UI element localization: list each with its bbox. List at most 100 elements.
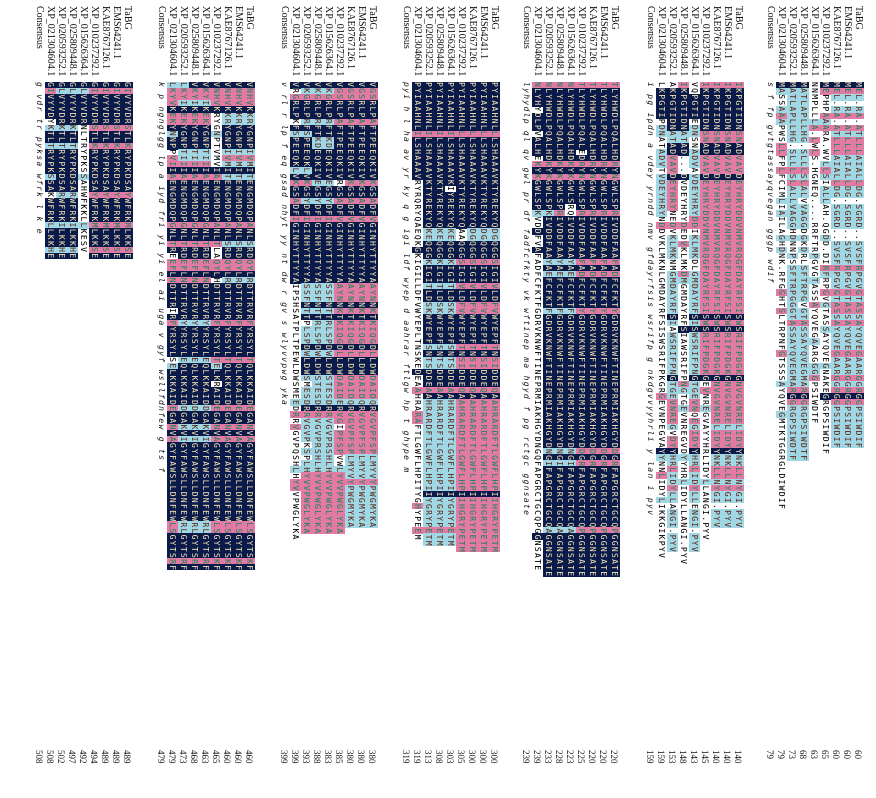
residue-cell xyxy=(842,380,853,388)
residue-cell xyxy=(787,374,798,382)
sequence-name: XP_010237292.1 xyxy=(820,6,831,76)
residue-cell xyxy=(853,313,864,321)
sequence-name: XP_020593252.1 xyxy=(178,6,189,76)
residue-cell xyxy=(820,88,831,95)
residue-cell xyxy=(853,344,864,351)
residue-cell xyxy=(798,124,809,132)
sequence-residues: NLYHWDLPQALHDKYKGWLSPRIVDDFAAYAEFCFKTFGD… xyxy=(555,82,564,577)
sequence-name: KAE8767126.1 xyxy=(100,6,111,69)
residue-cell xyxy=(787,368,798,376)
residue-cell xyxy=(842,344,853,351)
consensus-label: Consensus xyxy=(765,6,776,49)
residue-cell xyxy=(831,265,842,272)
end-position: 73 xyxy=(787,750,797,759)
sequence-name: XP_025809448.1 xyxy=(554,6,565,76)
sequence-name: XP_015626364.1 xyxy=(200,6,211,76)
residue-cell xyxy=(842,106,853,113)
residue-cell xyxy=(787,210,798,217)
residue-cell xyxy=(842,252,853,260)
residue-cell xyxy=(831,161,842,168)
residue-cell xyxy=(842,350,853,357)
residue-cell xyxy=(798,216,809,223)
consensus-sequence: pyi h l ha av yr ky q g igi ldf wyep d a… xyxy=(402,82,411,473)
residue-cell xyxy=(842,88,853,95)
residue-cell xyxy=(842,161,853,168)
residue-cell xyxy=(798,100,809,107)
end-position: 463 xyxy=(200,750,210,764)
residue-cell xyxy=(831,277,842,284)
sequence-residues: VGSRLPAFTPEEQKIVKGSADFVGINHYTTYYAAYNNKTK… xyxy=(346,82,355,529)
residue-cell xyxy=(842,216,853,223)
residue-cell xyxy=(853,380,864,388)
residue-cell xyxy=(787,332,798,339)
residue-cell xyxy=(776,210,787,217)
consensus-end-position: 239 xyxy=(521,750,531,764)
sequence-residues: LKPGTIPDNATADVTVDEYHRYNDDVKLMKNLGMDAYRFS… xyxy=(657,82,666,559)
end-position: 305 xyxy=(456,750,466,764)
residue-cell xyxy=(820,167,831,174)
residue-cell xyxy=(842,136,853,144)
residue-cell xyxy=(842,374,853,382)
sequence-name: XP_021304604.1 xyxy=(776,6,787,76)
residue-cell xyxy=(853,332,864,339)
residue-cell xyxy=(831,173,842,180)
residue-cell xyxy=(842,295,853,302)
residue-cell xyxy=(798,112,809,119)
residue-cell xyxy=(831,179,842,187)
sequence-residues: NLYHWDLPQALHDKYKGWLSPKIVDDFAAYAEFCFKTFGD… xyxy=(544,82,553,577)
residue-cell xyxy=(842,338,853,345)
residue-cell xyxy=(798,277,809,284)
sequence-residues: VKYIKEKYGNPTIIIAENGMDQPGNLTRDEFLNDTTRVRY… xyxy=(201,82,210,571)
residue-cell xyxy=(787,338,798,345)
end-position: 380 xyxy=(345,750,355,764)
residue-cell xyxy=(831,307,842,315)
sequence-residues: VQPGTIEDNSNADVAVDEYHRYDDIKLMKDLGMDAYRFSI… xyxy=(690,82,699,553)
sequence-name: XP_015626364.1 xyxy=(689,6,700,76)
residue-cell xyxy=(831,301,842,309)
sequence-residues: GIVYVDYKTLTRYPKSSAKWFRKLLKKHE xyxy=(46,82,55,259)
residue-cell xyxy=(776,234,787,241)
sequence-residues: MEPHPAAARA.WVLLSIALLAH.QGDD.DIRFRPGVGTAS… xyxy=(821,82,830,455)
residue-cell xyxy=(820,112,831,119)
sequence-residues: VGSRLPAFTPEEQKIVKGSADFVGINHYTTYYAAYNNKTK… xyxy=(357,82,366,529)
end-position: 497 xyxy=(67,750,77,764)
residue-cell xyxy=(853,374,864,382)
sequence-residues: NNMPLLLA.LWLS.HGNEQ....RRFTRPGVGTASSAYQV… xyxy=(810,82,819,425)
residue-cell xyxy=(831,94,842,101)
sequence-residues: PYIAAHNLILSHAAAVKTYREKYQKEQGGKIGITLDSKWY… xyxy=(435,82,444,547)
residue-cell xyxy=(787,326,798,333)
residue-cell xyxy=(798,283,809,290)
residue-cell xyxy=(798,161,809,168)
residue-cell xyxy=(809,124,820,132)
residue-cell xyxy=(809,301,820,309)
residue-cell xyxy=(798,173,809,180)
residue-cell xyxy=(831,289,842,296)
residue-cell xyxy=(820,118,831,126)
sequence-residues: PYIAAHNLLLSHAAAVKTYREKYQDGQGGSIGIVLDFVWY… xyxy=(479,82,488,553)
residue-cell xyxy=(820,197,831,205)
residue-cell xyxy=(787,124,798,132)
end-position: 303 xyxy=(445,750,455,764)
residue-cell xyxy=(809,362,820,370)
residue-cell xyxy=(820,191,831,199)
residue-cell xyxy=(842,204,853,211)
residue-cell xyxy=(787,94,798,101)
sequence-residues: PYIAAHNLILSHAAAVRYRQRYQAEQKGKIGILLDFVWYE… xyxy=(413,82,422,541)
residue-cell xyxy=(842,173,853,180)
residue-cell xyxy=(831,185,842,193)
residue-cell xyxy=(842,362,853,370)
residue-cell xyxy=(787,301,798,309)
residue-cell xyxy=(831,356,842,363)
sequence-name: EMS64241.1 xyxy=(842,6,853,59)
residue-cell xyxy=(842,319,853,327)
sequence-name: XP_015626364.1 xyxy=(323,6,334,76)
sequence-name: XP_015626364.1 xyxy=(809,6,820,76)
residue-cell xyxy=(842,179,853,187)
residue-cell xyxy=(787,204,798,211)
end-position: 489 xyxy=(122,750,132,764)
sequence-residues: GIVYVDRSTLKRYPKDSAYWFRKMLKKSE xyxy=(90,82,99,259)
residue-cell xyxy=(842,191,853,199)
sequence-name: KAE8767126.1 xyxy=(467,6,478,69)
sequence-name: XP_021304604.1 xyxy=(290,6,301,76)
residue-cell xyxy=(842,368,853,376)
